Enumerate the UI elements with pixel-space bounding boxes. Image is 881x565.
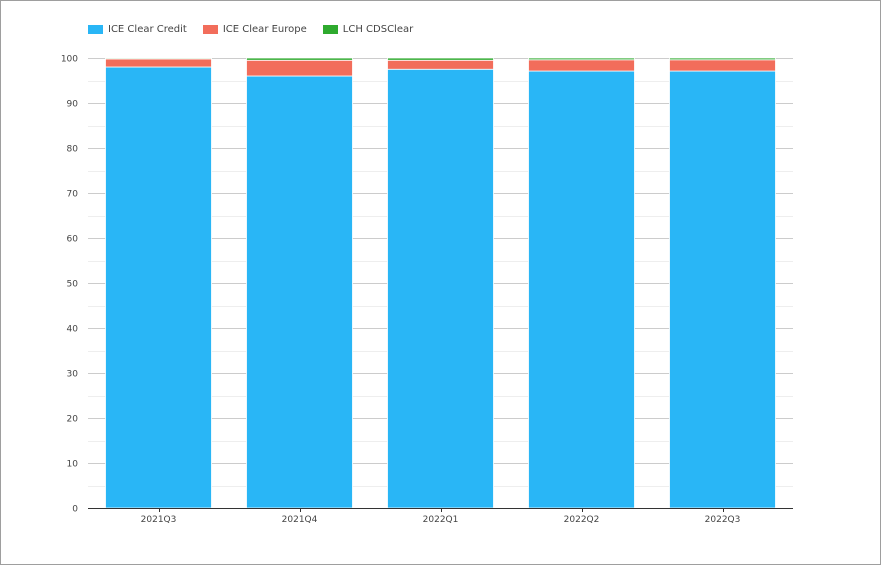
y-tick-label: 30 [67,370,79,380]
y-tick-label: 80 [67,145,79,155]
legend: ICE Clear Credit ICE Clear Europe LCH CD… [88,24,413,35]
legend-swatch-lch-cdsclear [322,25,338,34]
legend-label-ice-clear-credit: ICE Clear Credit [108,24,187,35]
x-tick-label: 2021Q4 [282,515,318,525]
x-tick-label: 2022Q3 [705,515,741,525]
bar-segment[interactable] [669,59,776,72]
x-tick-label: 2022Q1 [423,515,459,525]
legend-label-lch-cdsclear: LCH CDSClear [342,24,414,35]
bar-segment[interactable] [105,57,212,60]
y-tick-label: 70 [67,190,79,200]
legend-swatch-ice-clear-credit [88,25,103,34]
y-tick-label: 100 [61,55,78,65]
bar-segment[interactable] [246,75,353,509]
bar-segment[interactable] [528,70,635,509]
bar-segment[interactable] [387,57,494,61]
y-tick-label: 90 [67,100,79,110]
y-tick-label: 50 [67,280,79,290]
legend-swatch-ice-clear-europe [202,25,218,34]
y-tick-label: 40 [67,325,79,335]
y-tick-label: 10 [67,460,79,470]
y-tick-label: 60 [67,235,79,245]
legend-label-ice-clear-europe: ICE Clear Europe [222,24,307,35]
bar-segment[interactable] [246,57,353,61]
bar-segment[interactable] [528,57,635,61]
bar-segment[interactable] [387,59,494,70]
x-tick-label: 2021Q3 [141,515,177,525]
y-tick-label: 20 [67,415,79,425]
x-tick-label: 2022Q2 [564,515,600,525]
bar-segment[interactable] [105,66,212,509]
bar-segment[interactable] [669,70,776,509]
bar-segment[interactable] [246,59,353,77]
bar-segment[interactable] [105,58,212,68]
legend-item-lch-cdsclear[interactable]: LCH CDSClear [322,24,414,35]
y-tick-label: 0 [72,505,78,515]
bar-segment[interactable] [528,59,635,72]
legend-item-ice-clear-europe[interactable]: ICE Clear Europe [202,24,307,35]
bar-segment[interactable] [669,57,776,61]
bar-segment[interactable] [387,68,494,509]
legend-item-ice-clear-credit[interactable]: ICE Clear Credit [88,24,187,35]
